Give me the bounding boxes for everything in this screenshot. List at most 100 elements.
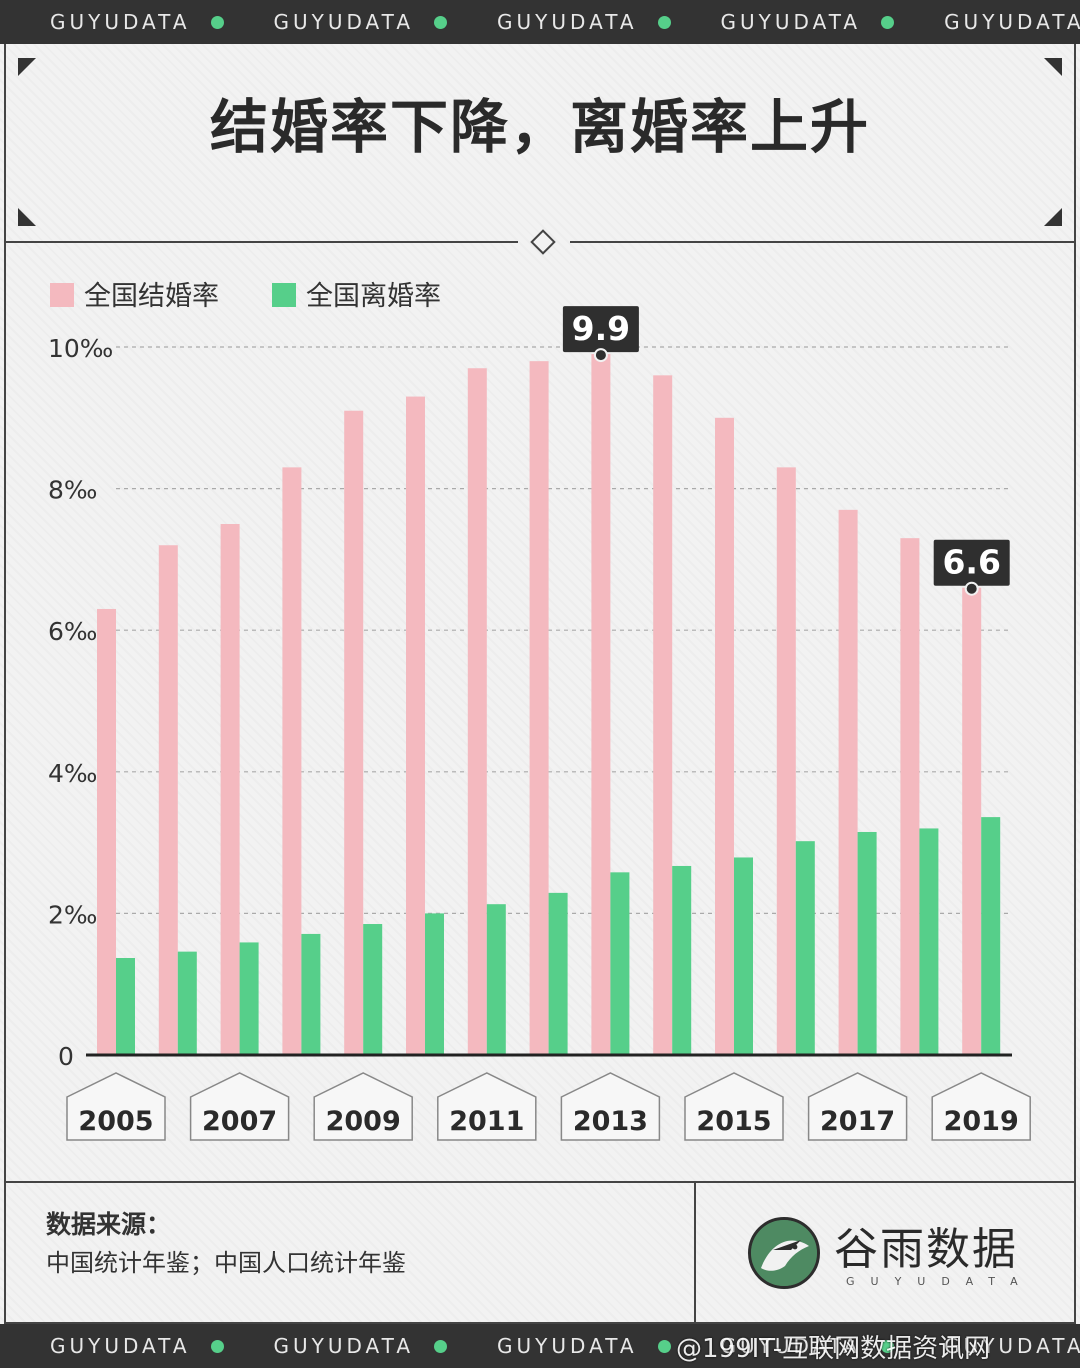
logo-name: 谷雨数据	[834, 1224, 1018, 1275]
bar-marriage-rate	[406, 396, 425, 1055]
title-panel	[4, 44, 1076, 244]
watermark: @199IT-互联网数据资讯网	[676, 1334, 991, 1364]
footer-divider	[694, 1183, 696, 1322]
ticker-word: GUYUDATA	[944, 10, 1080, 34]
source-title: 数据来源：	[46, 1210, 172, 1239]
ticker-dot-icon	[657, 1339, 671, 1353]
divider-left	[4, 241, 518, 243]
ticker-item: GUYUDATA	[671, 1334, 895, 1358]
annotation-box	[562, 306, 639, 353]
bar-marriage-rate	[653, 375, 673, 1055]
y-tick-label: 2‰	[48, 900, 97, 929]
bar-marriage-rate	[591, 354, 611, 1056]
logo-subtitle: GUYUDATA	[846, 1275, 1034, 1288]
corner-mark-bottom-left	[18, 208, 36, 226]
bar-divorce-rate	[672, 865, 692, 1055]
bar-divorce-rate	[919, 828, 939, 1055]
ticker-word: GUYUDATA	[944, 1334, 1080, 1358]
bar-marriage-rate	[715, 417, 734, 1055]
ticker-dot-icon	[210, 15, 224, 29]
x-tick-tag	[189, 1072, 290, 1141]
y-tick-label: 8‰	[48, 476, 97, 505]
annotation-label: 9.9	[572, 309, 630, 348]
ticker-dot-icon	[657, 15, 671, 29]
bar-divorce-rate	[795, 841, 815, 1055]
ticker-dot-icon	[881, 1339, 895, 1353]
bar-divorce-rate	[857, 831, 877, 1055]
ticker-item: GUYUDATA	[894, 10, 1080, 34]
bar-divorce-rate	[610, 872, 630, 1055]
ticker-dot-icon	[881, 15, 895, 29]
ticker-word: GUYUDATA	[497, 1334, 638, 1358]
x-tick-label: 2007	[202, 1106, 277, 1137]
bar-marriage-rate	[158, 545, 178, 1055]
bar-divorce-rate	[734, 857, 753, 1055]
annotation-box	[933, 539, 1010, 586]
bar-marriage-rate	[838, 509, 858, 1056]
corner-mark-bottom-right	[1044, 208, 1062, 226]
ticker-word: GUYUDATA	[50, 10, 191, 34]
legend-swatch	[272, 283, 296, 307]
bar-marriage-rate	[282, 467, 302, 1055]
top-ticker-bar: GUYUDATA GUYUDATA GUYUDATA GUYUDATA GUYUDATA…	[0, 0, 1080, 44]
divider-right	[570, 241, 1076, 243]
ticker-item: GUYUDATA	[224, 10, 448, 34]
ticker-word: GUYUDATA	[720, 10, 862, 34]
bar-marriage-rate	[776, 467, 796, 1055]
x-tick-tag	[931, 1072, 1031, 1141]
x-tick-tag	[560, 1072, 661, 1141]
x-tick-tag	[807, 1072, 908, 1141]
ticker-word: GUYUDATA	[273, 10, 415, 34]
bottom-ticker-bar: GUYUDATA GUYUDATA GUYUDATA GUYUDATA GUYUDATA…	[0, 1324, 1080, 1368]
ticker-item: GUYUDATA	[0, 10, 224, 34]
x-tick-label: 2011	[449, 1106, 524, 1137]
bar-divorce-rate	[981, 817, 1001, 1055]
bar-divorce-rate	[425, 913, 444, 1055]
ticker-word: GUYUDATA	[50, 1334, 191, 1358]
bar-divorce-rate	[548, 892, 568, 1055]
bar-marriage-rate	[529, 361, 549, 1055]
legend-label: 全国结婚率	[84, 281, 219, 312]
ticker-item: GUYUDATA	[894, 1334, 1080, 1358]
bar-marriage-rate	[900, 538, 920, 1055]
x-tick-label: 2017	[820, 1106, 895, 1137]
y-tick-label: 10‰	[48, 334, 113, 363]
ticker-item: GUYUDATA	[447, 1334, 671, 1358]
bar-chart: 全国结婚率 全国离婚率 0 2‰ 4‰ 6‰ 8‰ 10‰ 2005 2007 2009 2011 20…	[48, 281, 1031, 1141]
ticker-item: GUYUDATA	[671, 10, 895, 34]
ticker-item: GUYUDATA	[0, 1334, 224, 1358]
x-tick-label: 2015	[696, 1106, 771, 1137]
y-tick-label: 4‰	[48, 759, 97, 788]
footer: 数据来源： 中国统计年鉴；中国人口统计年鉴 谷雨数据 GUYUDATA	[4, 1181, 1076, 1324]
x-tick-tag	[437, 1072, 537, 1141]
ticker-dot-icon	[210, 1339, 224, 1353]
chart-frame	[4, 243, 1076, 1181]
bar-divorce-rate	[239, 942, 259, 1055]
ticker-item: GUYUDATA	[224, 1334, 448, 1358]
bar-divorce-rate	[486, 904, 506, 1055]
corner-mark-top-right	[1044, 58, 1062, 76]
ticker-dot-icon	[434, 15, 448, 29]
x-tick-tag	[66, 1072, 166, 1141]
x-tick-tag	[684, 1072, 784, 1141]
ticker-word: GUYUDATA	[720, 1334, 862, 1358]
bar-marriage-rate	[467, 368, 487, 1055]
bar-marriage-rate	[344, 410, 364, 1056]
bar-divorce-rate	[177, 951, 197, 1055]
ticker-word: GUYUDATA	[273, 1334, 415, 1358]
page-title: 结婚率下降，离婚率上升	[209, 93, 870, 161]
x-tick-label: 2009	[326, 1106, 401, 1137]
x-tick-tag	[313, 1072, 413, 1141]
ticker-item: GUYUDATA	[447, 10, 671, 34]
legend-label: 全国离婚率	[306, 281, 441, 312]
ticker-word: GUYUDATA	[497, 10, 638, 34]
x-tick-label: 2013	[573, 1106, 648, 1137]
corner-mark-top-left	[18, 58, 36, 76]
y-tick-label: 6‰	[48, 617, 97, 646]
legend-swatch	[50, 283, 74, 307]
bar-marriage-rate	[220, 524, 240, 1055]
source-text: 中国统计年鉴；中国人口统计年鉴	[46, 1249, 406, 1277]
annotation-dot	[593, 348, 608, 363]
y-tick-label: 0	[58, 1042, 74, 1071]
